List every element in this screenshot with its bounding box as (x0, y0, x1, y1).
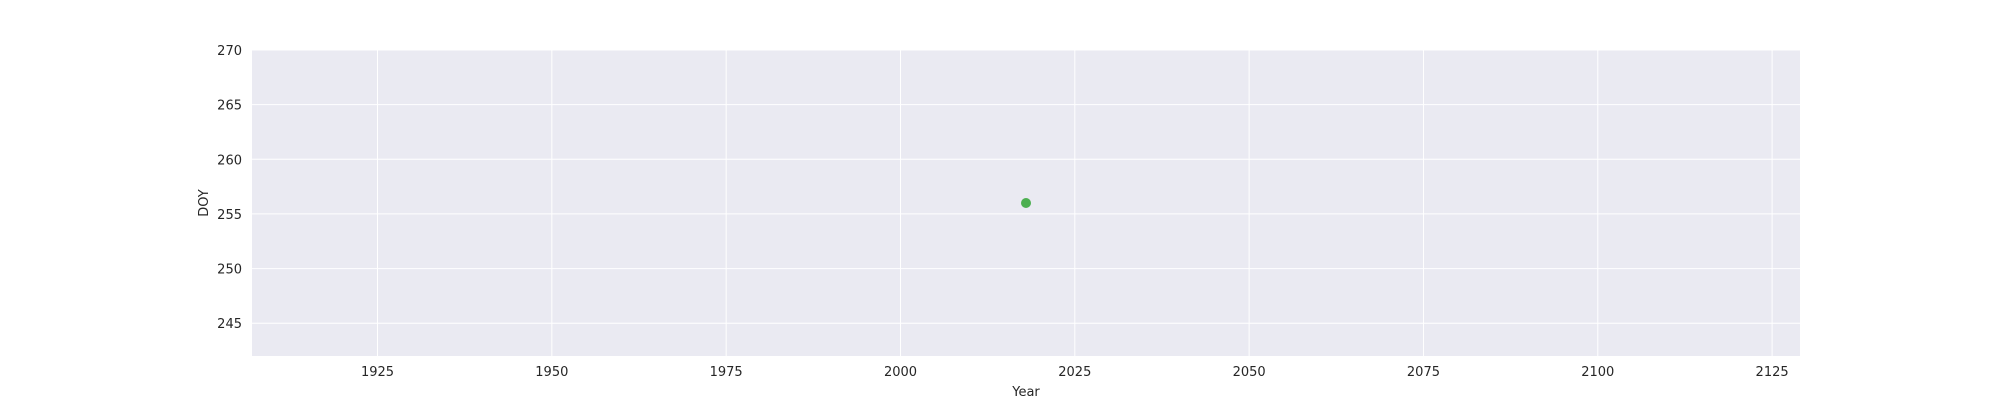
y-tick-label: 245 (217, 317, 242, 332)
y-tick-label: 255 (217, 208, 242, 223)
y-axis-label: DOY (197, 189, 212, 217)
x-tick-label: 1975 (710, 365, 743, 380)
data-point (1021, 198, 1031, 208)
x-gridlines (377, 50, 1773, 356)
x-tick-label: 1925 (361, 365, 394, 380)
y-tick-label: 270 (217, 44, 242, 59)
x-tick-label: 2075 (1407, 365, 1440, 380)
y-tick-label: 250 (217, 263, 242, 278)
x-tick-labels: 1925 1950 1975 2000 2025 2050 2075 2100 2125 (361, 365, 1789, 380)
x-tick-label: 2000 (884, 365, 917, 380)
x-tick-label: 2025 (1058, 365, 1091, 380)
y-gridlines (252, 49, 1800, 324)
y-tick-labels: 245 250 255 260 265 270 (217, 44, 242, 332)
y-tick-label: 265 (217, 99, 242, 114)
x-tick-label: 2050 (1233, 365, 1266, 380)
data-points (1021, 198, 1031, 208)
x-tick-label: 1950 (535, 365, 568, 380)
x-axis-label: Year (1011, 385, 1040, 400)
y-tick-label: 260 (217, 153, 242, 168)
x-tick-label: 2125 (1756, 365, 1789, 380)
x-tick-label: 2100 (1581, 365, 1614, 380)
